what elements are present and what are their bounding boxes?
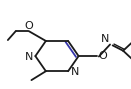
- Text: O: O: [24, 21, 33, 31]
- Text: N: N: [71, 67, 79, 77]
- Text: O: O: [98, 51, 107, 61]
- Text: N: N: [24, 52, 33, 62]
- Text: N: N: [101, 34, 109, 44]
